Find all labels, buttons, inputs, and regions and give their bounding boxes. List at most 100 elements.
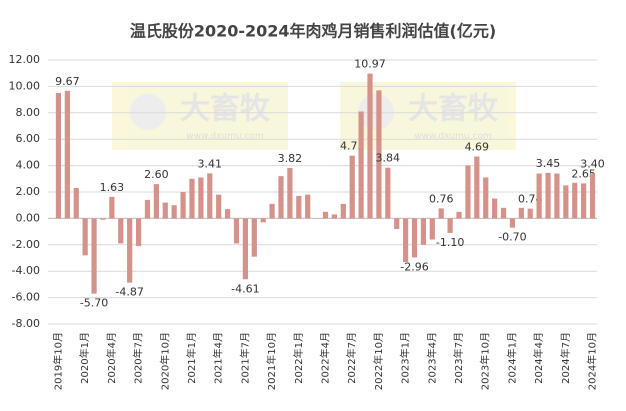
x-tick-label: 2023年1月 <box>399 332 412 384</box>
bar <box>394 218 400 229</box>
watermark-text: 大畜牧 <box>180 92 271 127</box>
bar <box>322 211 329 219</box>
bar <box>135 218 142 247</box>
bar <box>518 207 524 219</box>
bar <box>91 218 97 294</box>
bar <box>189 178 195 219</box>
bar <box>287 167 293 219</box>
watermark-logo <box>358 94 394 130</box>
watermark-logo <box>130 94 166 130</box>
x-tick-label: 2020年10月 <box>158 332 171 390</box>
bar <box>260 218 266 223</box>
bar <box>554 173 560 219</box>
bar <box>127 218 133 283</box>
data-label: -1.10 <box>436 236 464 249</box>
x-tick-label: 2021年10月 <box>265 332 278 390</box>
y-tick-label: 4.00 <box>16 159 41 172</box>
data-label: 3.82 <box>278 152 303 165</box>
data-label: -2.96 <box>400 260 428 273</box>
data-label: 3.40 <box>580 158 605 171</box>
x-tick-label: 2022年7月 <box>345 332 358 384</box>
bar <box>385 167 391 219</box>
data-label: -5.70 <box>80 297 108 310</box>
bar <box>492 198 498 219</box>
y-tick-label: 8.00 <box>16 106 41 119</box>
data-label: 0.74 <box>518 193 543 206</box>
x-tick-label: 2022年4月 <box>319 332 332 384</box>
y-tick-label: -4.00 <box>12 264 40 277</box>
y-tick-label: 12.00 <box>9 53 41 66</box>
x-tick-label: 2021年4月 <box>212 332 225 384</box>
bar <box>367 73 373 219</box>
bar <box>420 218 427 245</box>
bar <box>198 177 204 219</box>
bar <box>100 218 106 220</box>
bar <box>207 173 213 219</box>
bar <box>278 176 284 219</box>
bar <box>403 218 409 262</box>
bar <box>251 218 257 257</box>
bar <box>118 218 124 244</box>
data-label: 0.76 <box>429 192 454 205</box>
data-label: 3.41 <box>198 157 223 170</box>
bar <box>224 209 231 219</box>
x-tick-label: 2024年1月 <box>505 332 518 384</box>
data-label: -4.61 <box>231 282 259 295</box>
x-tick-label: 2023年10月 <box>479 332 492 390</box>
y-tick-label: 10.00 <box>9 79 41 92</box>
x-tick-label: 2019年10月 <box>51 332 64 390</box>
bar <box>153 184 159 219</box>
bar <box>109 196 115 219</box>
x-tick-label: 2020年7月 <box>132 332 145 384</box>
bar <box>545 172 551 219</box>
bar <box>55 93 62 219</box>
y-tick-label: -6.00 <box>12 291 40 304</box>
bar <box>536 173 542 219</box>
data-label: 3.45 <box>536 157 561 170</box>
bar <box>465 165 471 219</box>
bar <box>82 218 88 256</box>
bar <box>581 183 587 219</box>
data-label: 4.69 <box>465 140 490 153</box>
bar <box>447 218 453 233</box>
data-label: -4.87 <box>115 286 143 299</box>
y-tick-label: 2.00 <box>16 185 41 198</box>
data-label: 3.84 <box>376 152 401 165</box>
data-label: 9.67 <box>55 75 80 88</box>
bar <box>144 199 151 219</box>
data-label: 10.97 <box>354 58 386 71</box>
bar <box>305 194 311 219</box>
bar <box>429 218 435 240</box>
bar <box>64 90 70 219</box>
x-tick-label: 2024年7月 <box>559 332 572 384</box>
x-tick-label: 2023年7月 <box>452 332 465 384</box>
bar <box>438 208 444 219</box>
watermark: 大畜牧 大畜牧 www.dxumu.com www.dxumu.com <box>112 82 516 150</box>
data-label: 1.63 <box>100 181 125 194</box>
bar <box>456 211 462 219</box>
bar <box>180 192 186 219</box>
bar <box>474 156 480 219</box>
bar <box>411 218 418 258</box>
bar <box>269 203 275 219</box>
bar <box>296 195 302 219</box>
bar <box>233 218 240 244</box>
watermark-text: 大畜牧 <box>408 92 499 127</box>
x-tick-label: 2024年10月 <box>586 332 599 390</box>
data-label: 2.60 <box>144 168 169 181</box>
bar <box>527 208 533 219</box>
data-label: 2.65 <box>571 167 596 180</box>
bar <box>73 188 79 219</box>
bar <box>242 218 248 280</box>
x-tick-label: 2020年4月 <box>105 332 118 384</box>
bar <box>483 177 489 219</box>
bar <box>331 214 338 219</box>
bar <box>563 185 569 219</box>
bar <box>376 90 382 219</box>
y-tick-label: 0.00 <box>16 211 41 224</box>
bar <box>500 207 507 219</box>
x-tick-label: 2023年4月 <box>425 332 438 384</box>
bar <box>589 173 596 219</box>
